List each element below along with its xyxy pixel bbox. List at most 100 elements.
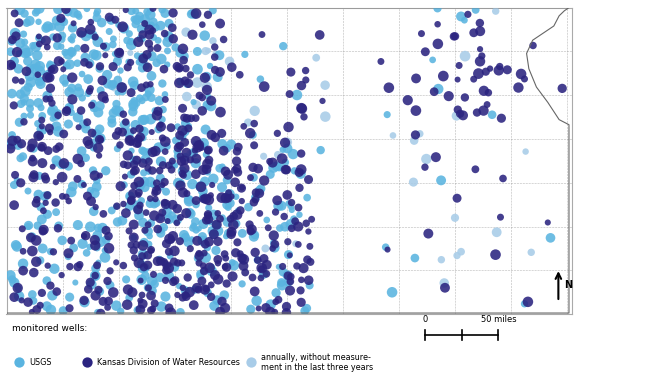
Point bbox=[169, 259, 179, 265]
Point bbox=[23, 84, 33, 90]
Point bbox=[109, 84, 120, 90]
Point bbox=[146, 95, 157, 101]
Point bbox=[42, 303, 52, 309]
Point bbox=[203, 93, 213, 100]
Point bbox=[294, 212, 305, 218]
Point bbox=[140, 21, 150, 27]
Point bbox=[255, 76, 266, 82]
Point bbox=[177, 295, 188, 301]
Point bbox=[88, 51, 99, 57]
Point bbox=[6, 141, 16, 147]
Point bbox=[285, 288, 295, 294]
Point bbox=[233, 208, 243, 214]
Point bbox=[192, 80, 203, 86]
Point bbox=[226, 229, 237, 235]
Point bbox=[67, 75, 77, 81]
Point bbox=[250, 108, 260, 114]
Point bbox=[200, 48, 211, 54]
Point bbox=[7, 132, 18, 138]
Point bbox=[107, 208, 117, 214]
Point bbox=[203, 169, 213, 175]
Point bbox=[203, 290, 213, 296]
Point bbox=[29, 66, 40, 72]
Point bbox=[138, 135, 148, 141]
Point bbox=[37, 144, 47, 150]
Point bbox=[259, 153, 269, 159]
Point bbox=[102, 72, 112, 78]
Point bbox=[143, 228, 153, 234]
Point bbox=[278, 43, 289, 49]
Point bbox=[18, 261, 28, 267]
Point bbox=[252, 257, 263, 263]
Point bbox=[33, 192, 44, 198]
Point bbox=[34, 173, 44, 179]
Point bbox=[229, 167, 240, 173]
Point bbox=[63, 254, 73, 260]
Point bbox=[37, 37, 47, 43]
Point bbox=[138, 56, 148, 62]
Point bbox=[433, 41, 443, 47]
Point bbox=[48, 249, 58, 255]
Point bbox=[8, 102, 19, 108]
Point bbox=[402, 97, 413, 103]
Point bbox=[239, 263, 249, 269]
Point bbox=[31, 44, 41, 50]
Point bbox=[195, 273, 205, 279]
Point bbox=[90, 172, 100, 178]
Point bbox=[79, 297, 89, 303]
Point bbox=[46, 67, 57, 73]
Point bbox=[255, 275, 266, 281]
Point bbox=[198, 144, 209, 150]
Point bbox=[142, 52, 152, 58]
Point bbox=[46, 249, 56, 255]
Point bbox=[439, 280, 449, 286]
Point bbox=[177, 46, 188, 52]
Point bbox=[133, 206, 143, 213]
Point bbox=[90, 273, 101, 279]
Point bbox=[271, 290, 281, 296]
Point bbox=[99, 247, 110, 254]
Point bbox=[160, 91, 170, 97]
Point bbox=[227, 64, 237, 70]
Point bbox=[140, 273, 151, 279]
Point bbox=[137, 147, 148, 154]
Point bbox=[144, 41, 154, 47]
Point bbox=[237, 185, 247, 191]
Point bbox=[41, 176, 51, 182]
Point bbox=[23, 223, 33, 229]
Point bbox=[57, 161, 67, 167]
Point bbox=[213, 74, 223, 80]
Point bbox=[141, 210, 151, 216]
Point bbox=[31, 259, 42, 265]
Point bbox=[220, 195, 231, 201]
Point bbox=[193, 286, 203, 293]
Point bbox=[103, 233, 114, 239]
Point bbox=[174, 80, 185, 86]
Point bbox=[138, 170, 149, 176]
Text: annually, without measure-
ment in the last three years: annually, without measure- ment in the l… bbox=[261, 353, 373, 372]
Point bbox=[187, 32, 198, 38]
Point bbox=[16, 297, 27, 303]
Point bbox=[111, 107, 122, 113]
Point bbox=[140, 94, 151, 100]
Point bbox=[218, 214, 228, 221]
Point bbox=[103, 304, 113, 311]
Point bbox=[142, 262, 153, 268]
Point bbox=[164, 216, 174, 223]
Point bbox=[76, 29, 86, 36]
Point bbox=[62, 107, 72, 113]
Point bbox=[167, 161, 177, 167]
Point bbox=[260, 246, 270, 252]
Point bbox=[261, 305, 271, 311]
Point bbox=[161, 277, 171, 283]
Point bbox=[36, 144, 47, 151]
Point bbox=[97, 77, 107, 83]
Point bbox=[128, 101, 138, 107]
Point bbox=[129, 221, 139, 228]
Point bbox=[152, 185, 162, 191]
Point bbox=[160, 139, 170, 145]
Point bbox=[126, 242, 136, 248]
Point bbox=[485, 65, 495, 72]
Point bbox=[438, 73, 448, 79]
Point bbox=[129, 157, 139, 163]
